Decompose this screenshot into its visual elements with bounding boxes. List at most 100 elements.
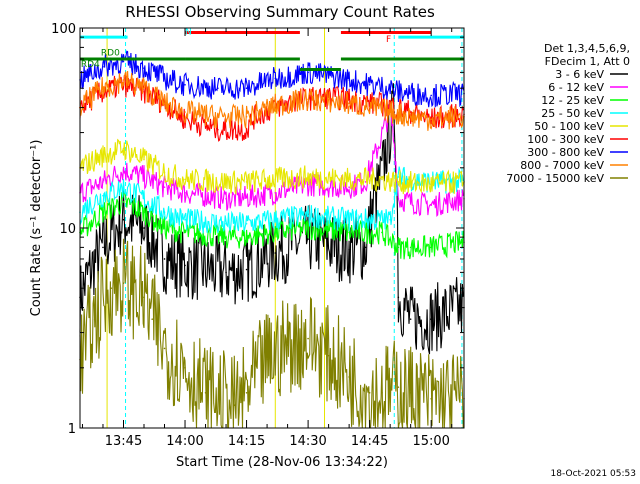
series-point: [151, 318, 154, 320]
series-point: [93, 318, 96, 320]
series-point: [430, 94, 432, 97]
series-point: [102, 194, 104, 197]
series-point: [110, 287, 112, 290]
series-point: [184, 218, 186, 221]
series-point: [430, 118, 432, 120]
series-point: [184, 264, 186, 267]
series-point: [245, 391, 248, 394]
series-point: [307, 215, 309, 217]
x-tick-label: 14:30: [289, 434, 326, 449]
series-point: [163, 211, 166, 213]
series-point: [409, 246, 412, 249]
series-point: [348, 231, 350, 234]
series-point: [409, 111, 412, 113]
series-point: [163, 227, 166, 229]
series-point: [397, 90, 400, 93]
series-point: [409, 201, 412, 203]
series-point: [143, 90, 145, 93]
series-point: [307, 98, 309, 101]
series-point: [184, 231, 186, 234]
series-point: [274, 231, 277, 234]
series-point: [245, 222, 248, 225]
series-point: [397, 386, 400, 388]
footer-date: 18-Oct-2021 05:53: [551, 469, 636, 479]
series-point: [430, 318, 432, 320]
series-point: [381, 231, 383, 234]
series-point: [409, 318, 412, 320]
legend-entry-label: 6 - 12 keV: [548, 81, 604, 94]
series-point: [368, 391, 371, 394]
series-point: [368, 83, 371, 86]
annotation-f: F: [386, 35, 391, 45]
series-point: [245, 87, 248, 90]
series-point: [389, 111, 391, 113]
series-point: [122, 147, 125, 150]
series-point: [163, 186, 166, 188]
series-point: [274, 178, 277, 181]
annotation-rd0: RD0: [101, 48, 120, 58]
series-point: [348, 376, 350, 378]
series-point: [377, 147, 379, 150]
series-point: [184, 191, 186, 194]
series-point: [397, 197, 400, 200]
series-point: [389, 218, 391, 221]
series-point: [102, 246, 104, 249]
series-800-7000-keV: [79, 70, 465, 131]
series-point: [245, 236, 248, 238]
series-point: [348, 186, 350, 188]
series-point: [274, 218, 277, 221]
legend-entry-label: 50 - 100 keV: [534, 120, 604, 133]
series-point: [266, 358, 268, 361]
annotation-rd4: RD4: [81, 60, 100, 70]
series-trace: [79, 166, 464, 234]
x-axis-label: Start Time (28-Nov-06 13:34:22): [176, 455, 388, 470]
series-trace: [79, 138, 464, 196]
series-point: [430, 204, 432, 207]
series-trace: [79, 70, 464, 131]
legend-entry-label: 25 - 50 keV: [541, 107, 604, 120]
series-point: [409, 115, 412, 118]
series-point: [143, 227, 145, 229]
series-point: [348, 218, 350, 221]
series-point: [143, 197, 145, 200]
x-tick-label: 14:45: [351, 434, 388, 449]
series-trace: [79, 50, 464, 108]
x-tick-label: 15:00: [412, 434, 449, 449]
series-point: [348, 102, 350, 105]
series-point: [364, 246, 367, 249]
series-point: [274, 252, 277, 254]
series-point: [184, 178, 186, 181]
series-point: [122, 169, 125, 171]
series-point: [143, 67, 145, 69]
legend-header: Det 1,3,4,5,6,9,: [544, 42, 630, 55]
series-point: [348, 79, 350, 81]
series-point: [233, 404, 236, 407]
series-point: [389, 87, 391, 90]
series-point: [274, 77, 277, 80]
series-point: [245, 196, 248, 199]
legend-entry-label: 3 - 6 keV: [555, 68, 604, 81]
series-point: [102, 65, 104, 68]
series-point: [102, 211, 104, 213]
series-point: [381, 391, 383, 394]
series-point: [102, 87, 104, 90]
series-point: [143, 87, 145, 90]
series-point: [143, 296, 145, 299]
series-point: [430, 183, 432, 186]
y-tick-label: 100: [51, 22, 76, 37]
series-point: [307, 176, 309, 178]
series-point: [184, 111, 186, 113]
series-point: [184, 83, 186, 86]
series-trace: [79, 238, 464, 429]
series-point: [143, 158, 145, 161]
series-point: [163, 102, 166, 105]
series-point: [217, 128, 219, 131]
series-point: [122, 201, 125, 203]
legend-entry-label: 100 - 300 keV: [527, 133, 604, 146]
series-point: [217, 87, 219, 90]
legend-header: FDecim 1, Att 0: [545, 55, 630, 68]
legend: Det 1,3,4,5,6,9,FDecim 1, Att 03 - 6 keV…: [506, 42, 630, 185]
series-point: [184, 366, 186, 369]
